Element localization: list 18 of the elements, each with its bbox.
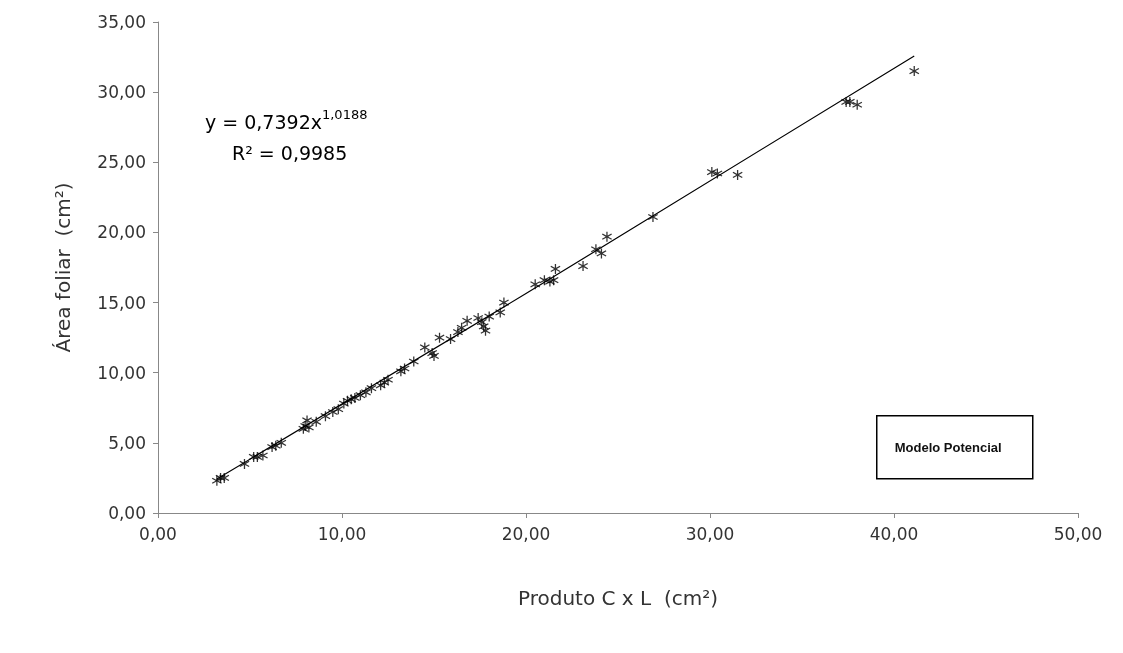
y-tick-label: 5,00 [108, 432, 146, 453]
y-tick-label: 20,00 [97, 222, 146, 243]
x-tick-label: 30,00 [685, 523, 735, 544]
annotation: Modelo Potencial [894, 439, 1002, 455]
x-tick-label: 0,00 [139, 523, 177, 544]
x-tick-label: 40,00 [869, 523, 919, 544]
y-axis-title: Área foliar (cm²) [51, 182, 75, 353]
y-tick-label: 30,00 [97, 82, 146, 103]
y-tick-label: 15,00 [97, 292, 146, 313]
annotation: R² = 0,9985 [232, 141, 348, 164]
y-tick-label: 25,00 [97, 152, 146, 173]
x-tick-label: 50,00 [1053, 523, 1103, 544]
x-tick-label: 20,00 [501, 523, 551, 544]
y-tick-label: 35,00 [97, 12, 146, 32]
x-tick-label: 10,00 [317, 523, 367, 544]
y-tick-label: 0,00 [108, 503, 146, 523]
x-axis-title: Produto C x L (cm²) [517, 586, 719, 610]
y-tick-label: 10,00 [97, 362, 146, 383]
